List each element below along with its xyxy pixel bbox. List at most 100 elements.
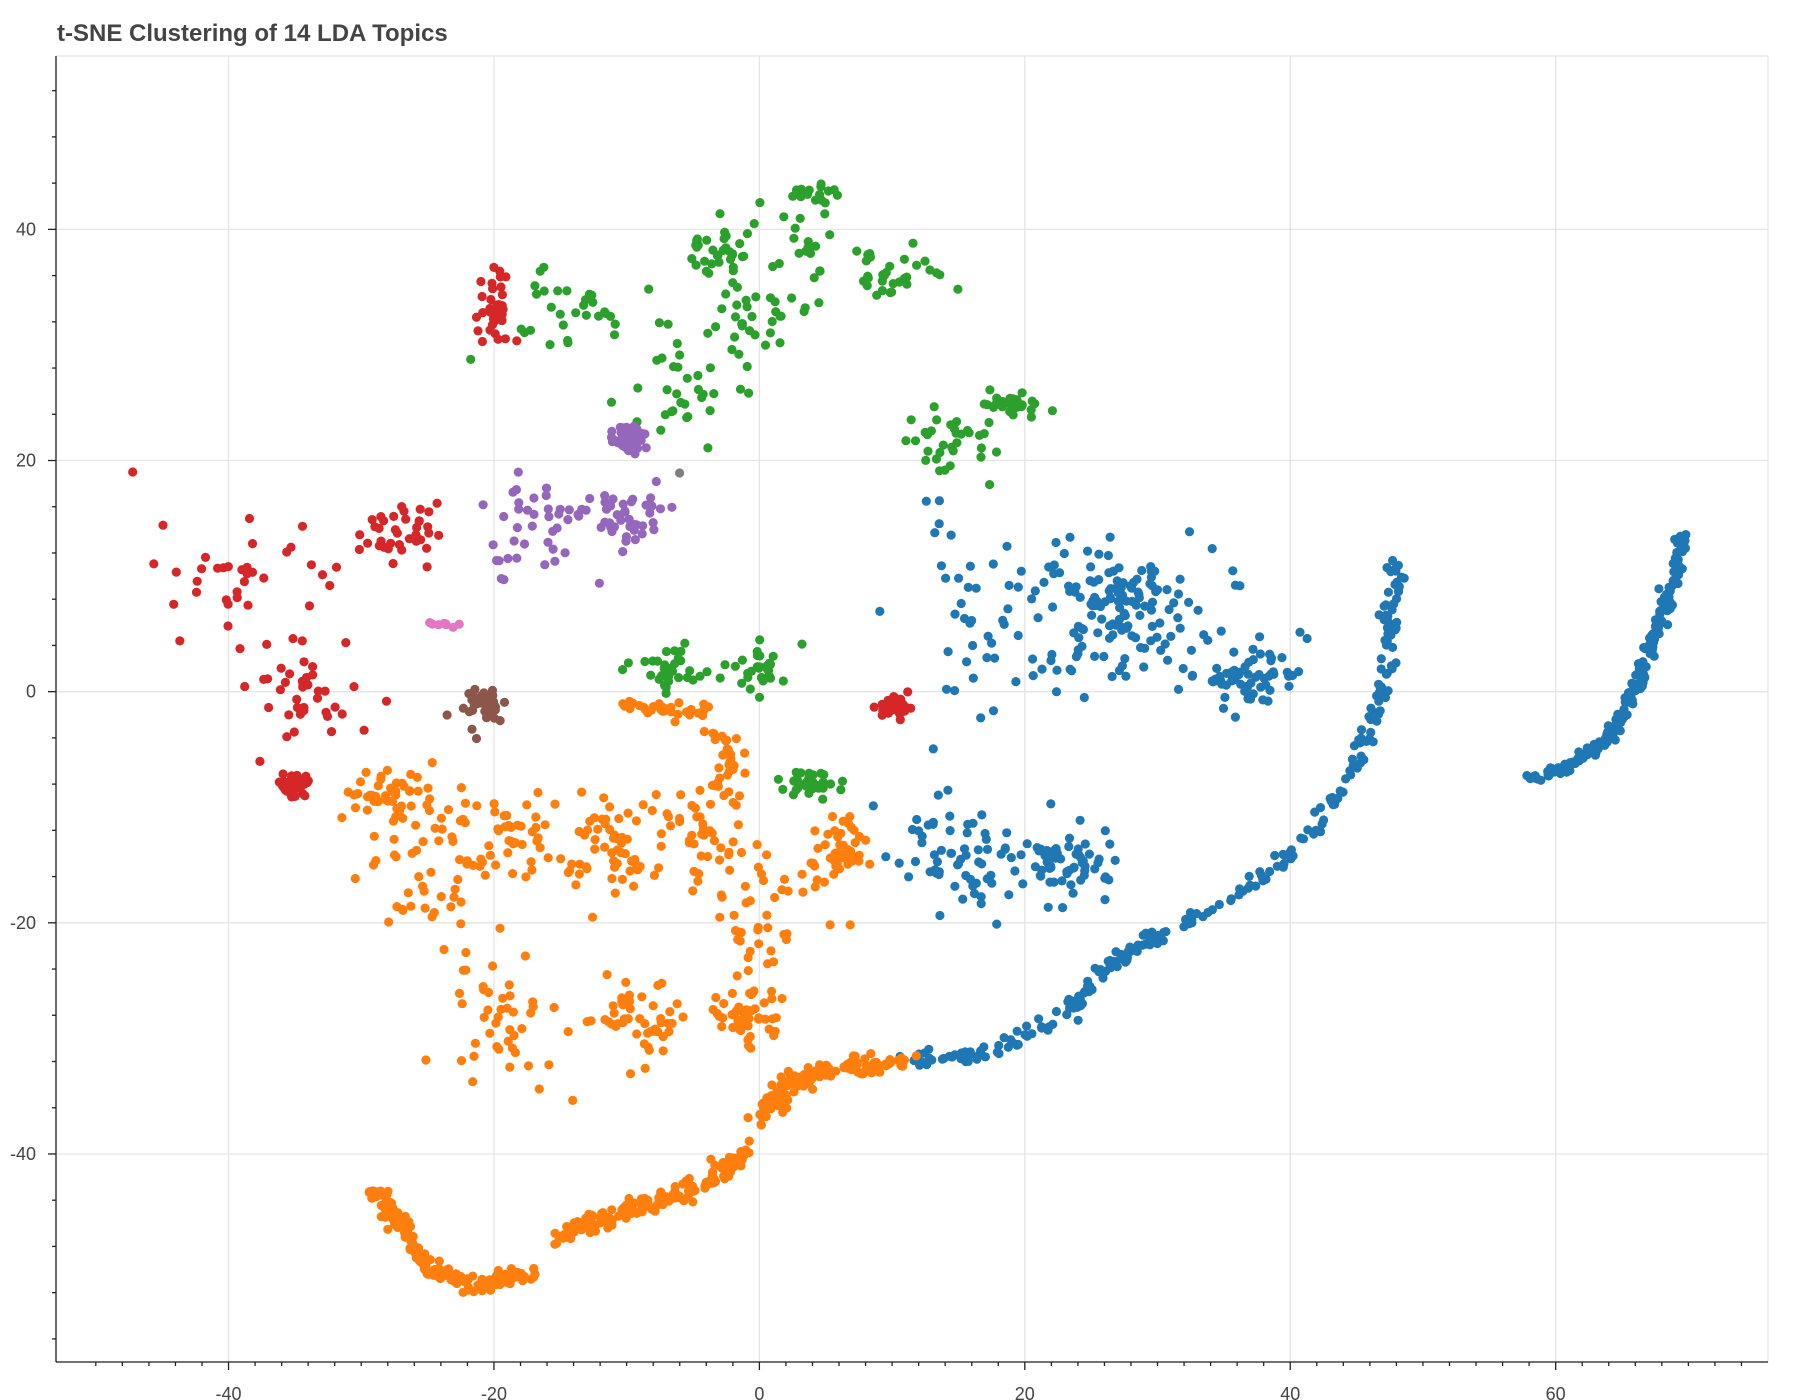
data-point[interactable] [197, 564, 207, 574]
data-point[interactable] [1043, 902, 1053, 912]
data-point[interactable] [745, 684, 755, 694]
data-point[interactable] [657, 706, 668, 716]
data-point[interactable] [510, 1048, 520, 1058]
data-point[interactable] [436, 892, 446, 902]
data-point[interactable] [750, 330, 760, 340]
data-point[interactable] [568, 1095, 578, 1105]
data-point[interactable] [737, 252, 748, 262]
data-point[interactable] [456, 919, 466, 929]
data-point[interactable] [929, 850, 940, 860]
data-point[interactable] [566, 1233, 576, 1244]
data-point[interactable] [954, 573, 964, 583]
data-point[interactable] [398, 813, 408, 823]
data-point[interactable] [1033, 613, 1043, 623]
data-point[interactable] [863, 271, 873, 281]
data-point[interactable] [674, 698, 684, 708]
data-point[interactable] [1311, 825, 1321, 836]
data-point[interactable] [631, 520, 642, 530]
data-point[interactable] [760, 1014, 771, 1024]
data-point[interactable] [971, 583, 981, 593]
data-point[interactable] [367, 515, 377, 525]
data-point[interactable] [941, 684, 952, 694]
data-point[interactable] [687, 830, 697, 840]
data-point[interactable] [688, 886, 698, 896]
data-point[interactable] [312, 693, 323, 703]
data-point[interactable] [308, 662, 318, 672]
data-point[interactable] [425, 1255, 435, 1265]
data-point[interactable] [887, 287, 897, 297]
data-point[interactable] [999, 1033, 1009, 1043]
data-point[interactable] [600, 1015, 610, 1025]
data-point[interactable] [755, 198, 765, 208]
data-point[interactable] [589, 813, 600, 823]
data-point[interactable] [422, 562, 432, 572]
data-point[interactable] [1162, 585, 1172, 595]
data-point[interactable] [965, 561, 976, 571]
data-point[interactable] [933, 790, 943, 800]
data-point[interactable] [517, 839, 527, 850]
data-point[interactable] [1094, 575, 1104, 585]
data-point[interactable] [516, 324, 526, 334]
data-point[interactable] [641, 443, 651, 453]
data-point[interactable] [875, 1067, 885, 1077]
data-point[interactable] [446, 902, 456, 912]
data-point[interactable] [602, 970, 612, 980]
data-point[interactable] [522, 505, 533, 515]
data-point[interactable] [389, 511, 399, 521]
data-point[interactable] [406, 901, 416, 911]
data-point[interactable] [282, 547, 292, 557]
data-point[interactable] [289, 727, 299, 737]
data-point[interactable] [793, 783, 803, 793]
data-point[interactable] [951, 428, 961, 438]
data-point[interactable] [306, 560, 316, 570]
data-point[interactable] [830, 848, 840, 858]
data-point[interactable] [1127, 631, 1137, 641]
data-point[interactable] [550, 799, 560, 809]
data-point[interactable] [854, 831, 865, 842]
data-point[interactable] [499, 1276, 509, 1286]
data-point[interactable] [1127, 596, 1137, 607]
data-point[interactable] [814, 298, 824, 308]
data-point[interactable] [1140, 601, 1150, 611]
data-point[interactable] [574, 869, 585, 879]
data-point[interactable] [494, 826, 504, 836]
data-point[interactable] [813, 1067, 823, 1078]
data-point[interactable] [1295, 627, 1305, 637]
data-point[interactable] [1004, 890, 1014, 900]
data-point[interactable] [676, 646, 686, 657]
data-point[interactable] [507, 869, 518, 879]
data-point[interactable] [1137, 565, 1147, 576]
data-point[interactable] [476, 276, 486, 287]
data-point[interactable] [529, 1263, 539, 1274]
data-point[interactable] [804, 185, 814, 195]
data-point[interactable] [646, 493, 656, 503]
data-point[interactable] [491, 860, 501, 870]
data-point[interactable] [1217, 679, 1227, 689]
data-point[interactable] [533, 787, 543, 798]
data-point[interactable] [740, 768, 750, 778]
data-point[interactable] [823, 829, 833, 839]
data-point[interactable] [388, 816, 398, 826]
data-point[interactable] [128, 467, 138, 477]
data-point[interactable] [1075, 592, 1085, 603]
data-point[interactable] [729, 910, 739, 920]
data-point[interactable] [736, 1161, 746, 1171]
data-point[interactable] [300, 791, 310, 801]
data-point[interactable] [719, 998, 729, 1009]
data-point[interactable] [1173, 613, 1183, 623]
data-point[interactable] [693, 876, 703, 886]
data-point[interactable] [778, 784, 788, 795]
data-point[interactable] [466, 354, 476, 364]
data-point[interactable] [325, 580, 335, 591]
data-point[interactable] [666, 821, 676, 831]
data-point[interactable] [736, 847, 747, 858]
data-point[interactable] [363, 538, 373, 548]
data-point[interactable] [388, 558, 398, 569]
data-point[interactable] [1058, 903, 1068, 913]
data-point[interactable] [406, 801, 416, 811]
data-point[interactable] [1047, 406, 1057, 416]
data-point[interactable] [457, 999, 467, 1009]
data-point[interactable] [827, 811, 838, 822]
data-point[interactable] [1230, 712, 1240, 722]
data-point[interactable] [1097, 614, 1107, 624]
